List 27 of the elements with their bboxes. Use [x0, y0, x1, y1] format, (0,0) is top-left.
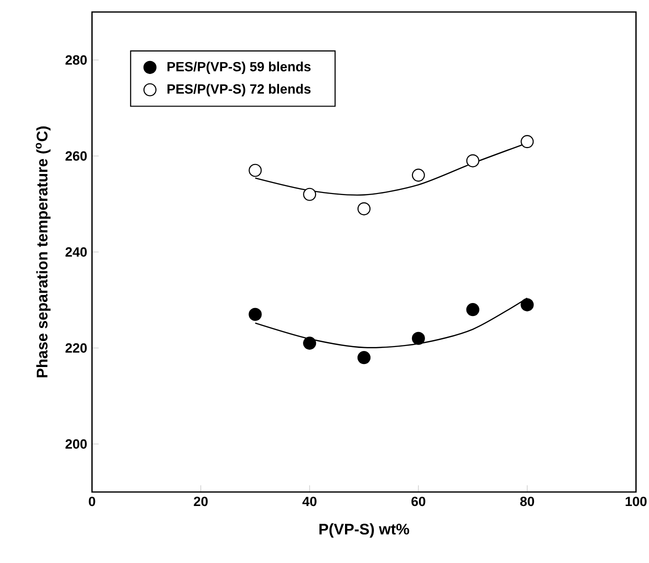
y-tick-label: 220 — [66, 343, 87, 353]
x-tick-label: 20 — [194, 496, 208, 506]
x-tick-label: 60 — [411, 496, 426, 506]
point — [303, 336, 316, 350]
point — [303, 188, 316, 201]
point — [248, 164, 262, 177]
x-tick-label: 80 — [520, 496, 534, 506]
x-tick-label: 0 — [88, 496, 96, 506]
point — [520, 298, 534, 312]
point — [412, 168, 425, 182]
y-axis-title: Phase separation temperature ($^{o}$C) — [36, 126, 51, 378]
x-axis-title: P(VP-S) wt% — [319, 523, 410, 538]
legend-label: PES/P(VP-S) 59 blends — [168, 62, 311, 74]
point — [466, 303, 480, 316]
point — [357, 351, 371, 364]
point — [520, 135, 534, 148]
point — [248, 308, 262, 321]
y-tick-label: 240 — [66, 247, 87, 257]
legend-label: PES/P(VP-S) 72 blends — [168, 84, 311, 96]
point — [466, 154, 480, 168]
x-tick-label: 100 — [626, 496, 647, 506]
x-tick-label: 40 — [302, 496, 316, 506]
y-tick-label: 280 — [66, 55, 87, 65]
point — [357, 202, 371, 216]
point — [412, 332, 425, 345]
y-tick-label: 260 — [66, 151, 87, 161]
y-tick-label: 200 — [66, 439, 87, 449]
